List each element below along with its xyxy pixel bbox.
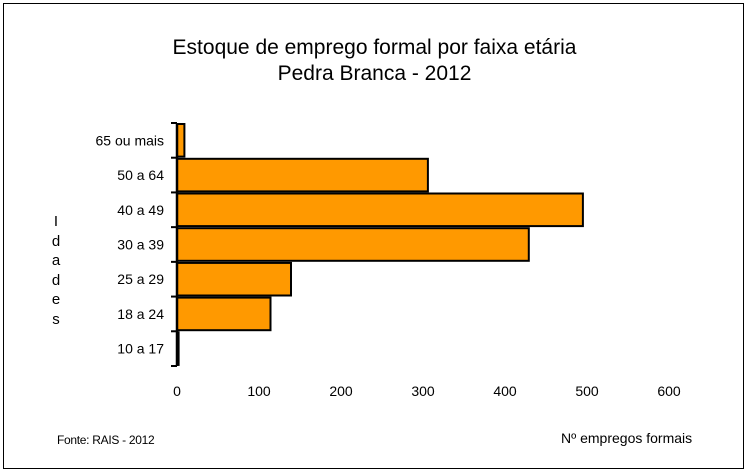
x-tick-label-0: 0: [173, 383, 181, 399]
bar-4: [176, 261, 292, 297]
source-note: Fonte: RAIS - 2012: [57, 433, 155, 447]
x-tick-label-1: 100: [247, 383, 271, 399]
bar-1: [176, 157, 429, 193]
bar-5: [176, 296, 272, 332]
y-tick-label-5: 18 a 24: [117, 306, 164, 322]
y-axis-label: I d a d e s: [51, 213, 61, 328]
x-tick-label-6: 600: [657, 383, 681, 399]
y-tick-label-4: 25 a 29: [117, 271, 164, 287]
bar-2: [176, 192, 584, 228]
bar-3: [176, 227, 530, 262]
y-tick-label-2: 40 a 49: [117, 202, 164, 218]
y-tick-label-6: 10 a 17: [117, 341, 164, 357]
x-tick-label-4: 400: [493, 383, 517, 399]
x-tick-label-2: 200: [329, 383, 353, 399]
x-tick-label-5: 500: [575, 383, 599, 399]
y-tick-label-0: 65 ou mais: [96, 132, 164, 148]
x-tick-label-3: 300: [411, 383, 435, 399]
x-axis-label: Nº empregos formais: [561, 430, 693, 446]
y-tick-label-1: 50 a 64: [117, 167, 164, 183]
chart-title: Estoque de emprego formal por faixa etár…: [172, 36, 577, 59]
chart-subtitle: Pedra Branca - 2012: [277, 62, 472, 85]
y-tick-label-3: 30 a 39: [117, 237, 164, 253]
